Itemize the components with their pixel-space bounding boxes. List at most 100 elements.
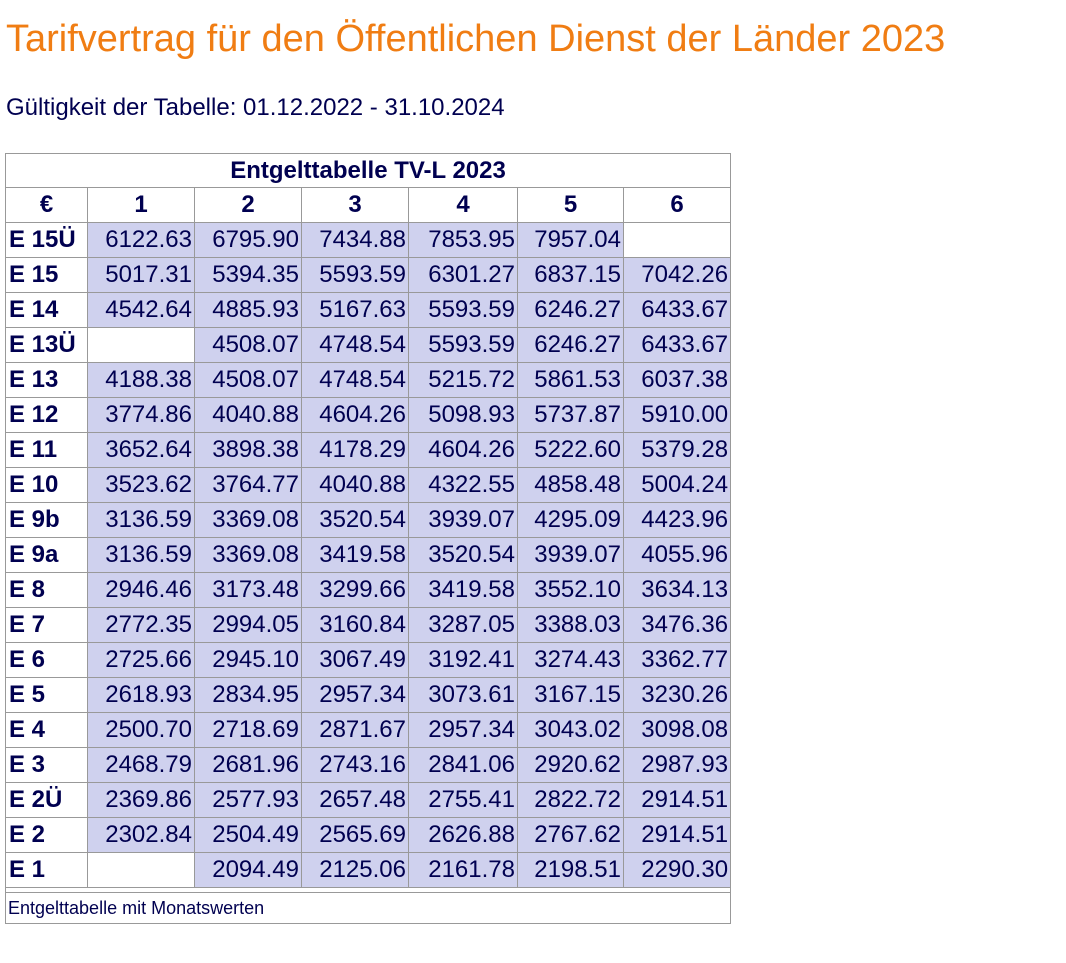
row-label: E 3 <box>5 747 88 783</box>
table-row: E 14 4542.64 4885.93 5167.63 5593.59 6246.27 6… <box>5 292 732 328</box>
salary-cell: 2841.06 <box>408 747 518 783</box>
salary-cell: 6122.63 <box>87 222 195 258</box>
salary-cell: 3369.08 <box>194 537 302 573</box>
table-row: E 6 2725.66 2945.10 3067.49 3192.41 3274.43 33… <box>5 642 732 678</box>
salary-cell: 5910.00 <box>622 397 732 433</box>
salary-cell: 3523.62 <box>87 467 195 503</box>
empty-cell <box>622 222 732 258</box>
salary-cell: 3419.58 <box>301 537 409 573</box>
salary-cell: 3939.07 <box>517 537 624 573</box>
table-row: E 9b 3136.59 3369.08 3520.54 3939.07 4295.09 4… <box>5 502 732 538</box>
salary-cell: 6301.27 <box>408 257 518 293</box>
table-row: E 11 3652.64 3898.38 4178.29 4604.26 5222.60 5… <box>5 432 732 468</box>
salary-cell: 7434.88 <box>301 222 409 258</box>
salary-cell: 2618.93 <box>87 677 195 713</box>
salary-cell: 4322.55 <box>408 467 518 503</box>
salary-cell: 4858.48 <box>517 467 624 503</box>
salary-cell: 4178.29 <box>301 432 409 468</box>
column-header: 6 <box>622 187 732 223</box>
salary-cell: 2755.41 <box>408 782 518 818</box>
salary-cell: 5215.72 <box>408 362 518 398</box>
row-label: E 9a <box>5 537 88 573</box>
salary-cell: 2681.96 <box>194 747 302 783</box>
salary-cell: 3230.26 <box>622 677 732 713</box>
salary-cell: 3939.07 <box>408 502 518 538</box>
salary-cell: 3552.10 <box>517 572 624 608</box>
salary-cell: 2290.30 <box>622 852 732 888</box>
salary-cell: 4040.88 <box>194 397 302 433</box>
table-row: E 15Ü 6122.63 6795.90 7434.88 7853.95 7957.04 <box>5 222 732 258</box>
salary-cell: 6246.27 <box>517 292 624 328</box>
table-row: E 8 2946.46 3173.48 3299.66 3419.58 3552.10 36… <box>5 572 732 608</box>
salary-cell: 3369.08 <box>194 502 302 538</box>
salary-cell: 4542.64 <box>87 292 195 328</box>
salary-cell: 6433.67 <box>622 327 732 363</box>
salary-cell: 4604.26 <box>408 432 518 468</box>
salary-cell: 5004.24 <box>622 467 732 503</box>
salary-cell: 2565.69 <box>301 817 409 853</box>
table-row: E 13Ü 4508.07 4748.54 5593.59 6246.27 6433.67 <box>5 327 732 363</box>
row-label: E 14 <box>5 292 88 328</box>
salary-cell: 3136.59 <box>87 537 195 573</box>
table-footnote: Entgelttabelle mit Monatswerten <box>4 892 732 924</box>
salary-cell: 2987.93 <box>622 747 732 783</box>
empty-cell <box>87 327 195 363</box>
table-row: E 12 3774.86 4040.88 4604.26 5098.93 5737.87 5… <box>5 397 732 433</box>
salary-cell: 5017.31 <box>87 257 195 293</box>
salary-cell: 3898.38 <box>194 432 302 468</box>
salary-cell: 3098.08 <box>622 712 732 748</box>
salary-cell: 5737.87 <box>517 397 624 433</box>
column-header-row: € 1 2 3 4 5 6 <box>5 187 732 223</box>
salary-cell: 5593.59 <box>408 327 518 363</box>
salary-cell: 3160.84 <box>301 607 409 643</box>
table-row: E 10 3523.62 3764.77 4040.88 4322.55 4858.48 5… <box>5 467 732 503</box>
row-label: E 13 <box>5 362 88 398</box>
salary-cell: 4604.26 <box>301 397 409 433</box>
salary-cell: 5861.53 <box>517 362 624 398</box>
table-row: E 9a 3136.59 3369.08 3419.58 3520.54 3939.07 4… <box>5 537 732 573</box>
row-label: E 10 <box>5 467 88 503</box>
salary-cell: 2920.62 <box>517 747 624 783</box>
salary-cell: 3043.02 <box>517 712 624 748</box>
salary-cell: 6246.27 <box>517 327 624 363</box>
salary-cell: 6795.90 <box>194 222 302 258</box>
salary-cell: 3362.77 <box>622 642 732 678</box>
salary-cell: 7853.95 <box>408 222 518 258</box>
salary-cell: 4188.38 <box>87 362 195 398</box>
row-label: E 2Ü <box>5 782 88 818</box>
salary-cell: 5593.59 <box>301 257 409 293</box>
salary-cell: 2302.84 <box>87 817 195 853</box>
salary-cell: 3287.05 <box>408 607 518 643</box>
salary-cell: 2468.79 <box>87 747 195 783</box>
salary-cell: 2577.93 <box>194 782 302 818</box>
salary-cell: 3419.58 <box>408 572 518 608</box>
salary-cell: 2945.10 <box>194 642 302 678</box>
salary-cell: 3774.86 <box>87 397 195 433</box>
footnote-row: Entgelttabelle mit Monatswerten <box>4 892 732 924</box>
salary-cell: 2957.34 <box>301 677 409 713</box>
salary-cell: 4508.07 <box>194 362 302 398</box>
salary-cell: 4040.88 <box>301 467 409 503</box>
salary-cell: 3192.41 <box>408 642 518 678</box>
column-header: 1 <box>87 187 195 223</box>
column-header: 4 <box>408 187 518 223</box>
table-row: E 4 2500.70 2718.69 2871.67 2957.34 3043.02 30… <box>5 712 732 748</box>
salary-cell: 3520.54 <box>301 502 409 538</box>
salary-cell: 3167.15 <box>517 677 624 713</box>
salary-cell: 7042.26 <box>622 257 732 293</box>
row-label: E 7 <box>5 607 88 643</box>
salary-cell: 4748.54 <box>301 327 409 363</box>
salary-cell: 2198.51 <box>517 852 624 888</box>
empty-cell <box>87 852 195 888</box>
table-row: E 5 2618.93 2834.95 2957.34 3073.61 3167.15 32… <box>5 677 732 713</box>
table-caption: Entgelttabelle TV-L 2023 <box>4 153 732 188</box>
salary-cell: 2718.69 <box>194 712 302 748</box>
salary-cell: 5379.28 <box>622 432 732 468</box>
salary-cell: 5222.60 <box>517 432 624 468</box>
row-label: E 8 <box>5 572 88 608</box>
corner-cell: € <box>5 187 88 223</box>
salary-cell: 2125.06 <box>301 852 409 888</box>
salary-cell: 6433.67 <box>622 292 732 328</box>
row-label: E 15Ü <box>5 222 88 258</box>
salary-cell: 4423.96 <box>622 502 732 538</box>
